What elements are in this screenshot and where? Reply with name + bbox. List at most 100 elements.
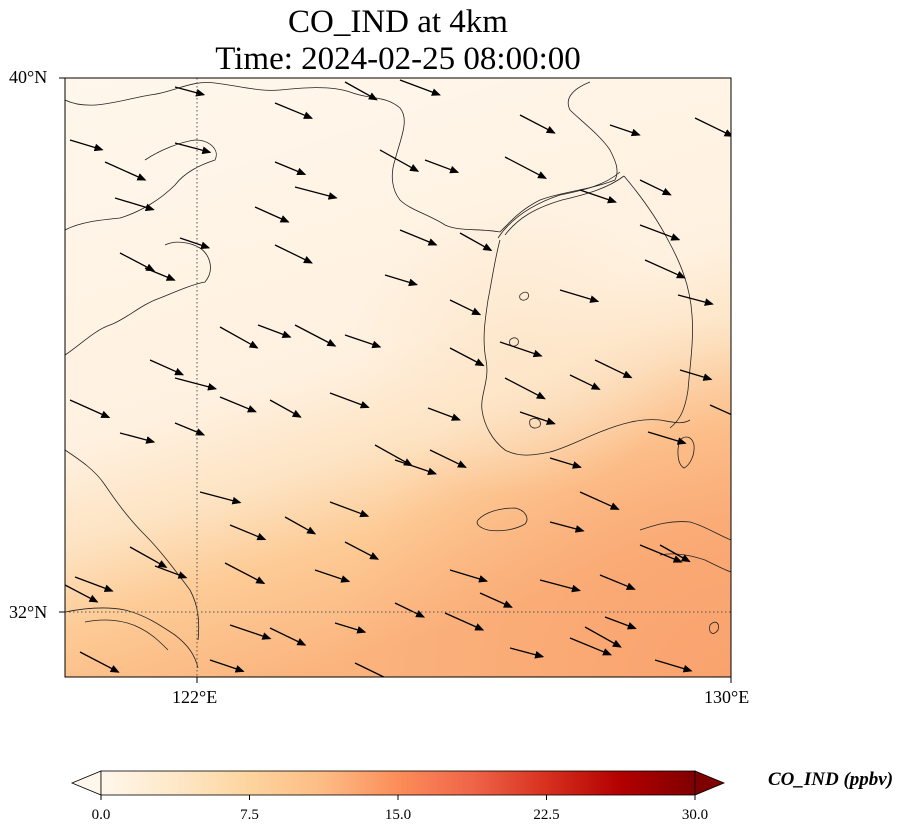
wind-arrow — [384, 274, 418, 287]
wind-arrow — [179, 237, 211, 249]
wind-arrow — [449, 569, 489, 583]
wind-arrow — [504, 156, 547, 179]
wind-arrow — [114, 197, 155, 212]
wind-arrow — [399, 79, 441, 96]
lon-label-122E: 122°E — [172, 687, 218, 707]
wind-arrow — [119, 252, 156, 272]
wind-arrow — [549, 521, 585, 533]
wind-arrow — [344, 541, 380, 560]
wind-arrow — [519, 114, 556, 134]
wind-arrow — [284, 516, 317, 535]
wind-arrow — [444, 612, 485, 631]
colorbar-extend-min — [70, 770, 102, 796]
wind-arrow — [394, 602, 426, 618]
wind-arrow — [274, 102, 314, 119]
wind-arrow — [334, 622, 367, 634]
colorbar-tick-label: 0.0 — [91, 807, 111, 823]
wind-arrow — [229, 624, 272, 640]
wind-arrow — [144, 267, 176, 281]
wind-arrow — [354, 662, 398, 677]
wind-arrow — [344, 81, 378, 101]
colorbar-tick-label: 15.0 — [384, 807, 412, 823]
wind-arrow — [104, 161, 147, 181]
wind-arrow — [174, 377, 218, 391]
wind-vectors — [65, 79, 731, 677]
colorbar-tick-label: 22.5 — [533, 807, 560, 823]
wind-arrow — [119, 432, 156, 444]
wind-arrow — [694, 117, 731, 137]
wind-arrow — [74, 576, 114, 592]
wind-arrow — [199, 491, 242, 505]
wind-arrow — [677, 294, 714, 306]
wind-arrow — [647, 431, 687, 445]
wind-arrow — [374, 444, 413, 467]
wind-arrow — [174, 422, 206, 436]
wind-arrow — [559, 289, 600, 303]
wind-arrow — [254, 206, 290, 223]
wind-arrow — [449, 299, 482, 316]
wind-arrow — [65, 584, 99, 603]
colorbar-title: CO_IND (ppbv) — [768, 769, 894, 790]
wind-arrow — [224, 562, 266, 585]
wind-arrow — [379, 149, 420, 172]
wind-arrow — [479, 592, 513, 608]
wind-arrow — [269, 627, 307, 646]
wind-arrow — [449, 347, 485, 367]
wind-arrow — [639, 544, 683, 563]
wind-arrow — [69, 139, 104, 152]
concentration-field-korea — [65, 78, 731, 677]
wind-arrow — [549, 457, 582, 469]
wind-arrow — [424, 159, 460, 174]
wind-arrow — [219, 396, 257, 413]
wind-arrow — [659, 544, 691, 563]
wind-arrow — [639, 179, 672, 196]
figure-title: CO_IND at 4km — [288, 4, 508, 40]
wind-arrow — [509, 647, 545, 659]
wind-arrow — [129, 546, 168, 568]
wind-arrow — [154, 565, 188, 579]
wind-arrow — [519, 411, 556, 425]
wind-arrow — [394, 459, 438, 475]
wind-arrow — [329, 501, 370, 518]
lat-label-40N: 40°N — [9, 67, 48, 87]
wind-arrow — [314, 569, 351, 583]
wind-arrow — [174, 142, 212, 155]
colorbar-ticks — [100, 795, 696, 800]
colorbar-extend-max — [694, 770, 726, 796]
wind-arrow — [579, 189, 617, 204]
wind-arrow — [69, 399, 111, 419]
wind-arrow — [584, 626, 622, 648]
lat-label-32N: 32°N — [9, 602, 48, 622]
wind-arrow — [709, 404, 731, 416]
wind-arrow — [609, 124, 641, 137]
wind-arrow — [579, 491, 620, 510]
wind-arrow — [274, 161, 307, 176]
colorbar-tick-label: 7.5 — [240, 807, 259, 823]
colorbar-gradient — [100, 770, 696, 796]
wind-arrow — [429, 449, 467, 468]
wind-arrow — [459, 232, 493, 252]
map-frame-border — [64, 77, 732, 678]
wind-arrow — [504, 377, 546, 400]
wind-arrow — [604, 616, 637, 630]
figure-subtitle-time: Time: 2024-02-25 08:00:00 — [215, 41, 581, 77]
wind-arrow — [257, 324, 292, 339]
wind-arrow — [539, 579, 581, 593]
wind-arrow — [594, 359, 633, 379]
wind-arrow — [174, 86, 206, 97]
wind-arrow — [294, 186, 338, 200]
wind-arrow — [427, 407, 461, 421]
wind-arrow — [499, 341, 543, 358]
wind-arrow — [599, 574, 636, 590]
wind-arrow — [639, 224, 681, 241]
wind-arrow — [294, 324, 337, 347]
wind-arrow — [679, 369, 713, 381]
wind-arrow — [274, 244, 313, 264]
lon-label-130E: 130°E — [704, 687, 750, 707]
wind-arrow — [344, 334, 382, 349]
wind-arrow — [149, 359, 185, 376]
wind-arrow — [209, 659, 245, 673]
wind-arrow — [569, 637, 613, 656]
